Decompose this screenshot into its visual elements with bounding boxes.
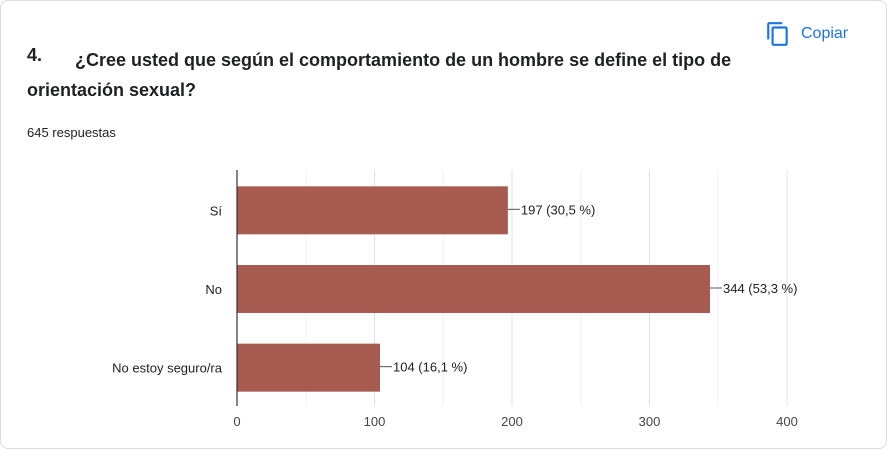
x-tick-label: 200 [501,414,523,429]
question-title: ¿Cree usted que según el comportamiento … [27,50,732,100]
copy-icon [765,21,791,47]
copy-label: Copiar [801,25,849,42]
copy-button[interactable]: Copiar [765,19,848,49]
data-label: 344 (53,3 %) [723,281,797,296]
response-count: 645 respuestas [27,125,116,140]
category-label: Sí [210,203,223,218]
data-label: 197 (30,5 %) [521,202,595,217]
question-number: 4. [27,45,43,65]
category-label: No estoy seguro/ra [112,361,223,376]
x-tick-label: 100 [364,414,386,429]
category-label: No [205,282,222,297]
x-tick-label: 0 [233,414,240,429]
bar [237,265,710,313]
bar [237,343,380,392]
data-label: 104 (16,1 %) [393,360,467,375]
bar [237,186,508,235]
x-tick-label: 300 [639,414,661,429]
x-tick-label: 400 [776,414,798,429]
